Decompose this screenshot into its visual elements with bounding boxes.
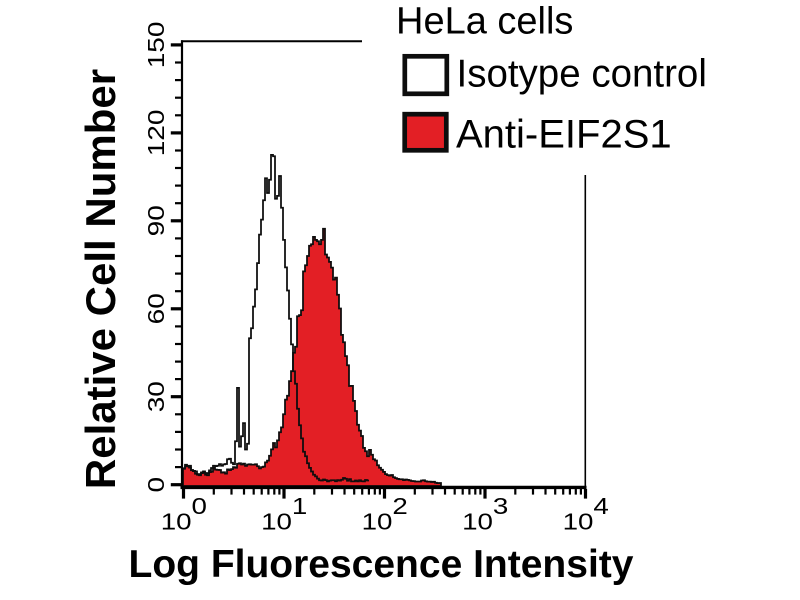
svg-text:Relative Cell Number: Relative Cell Number xyxy=(77,69,124,489)
svg-text:0: 0 xyxy=(144,477,169,493)
svg-text:Isotype control: Isotype control xyxy=(457,53,707,96)
svg-text:150: 150 xyxy=(144,22,169,69)
svg-text:90: 90 xyxy=(144,205,169,236)
svg-text:120: 120 xyxy=(144,110,169,157)
svg-text:HeLa cells: HeLa cells xyxy=(396,1,573,43)
svg-text:Anti-EIF2S1: Anti-EIF2S1 xyxy=(456,113,672,157)
svg-text:Log Fluorescence Intensity: Log Fluorescence Intensity xyxy=(129,543,634,586)
svg-text:30: 30 xyxy=(144,381,169,412)
svg-text:60: 60 xyxy=(144,293,169,324)
